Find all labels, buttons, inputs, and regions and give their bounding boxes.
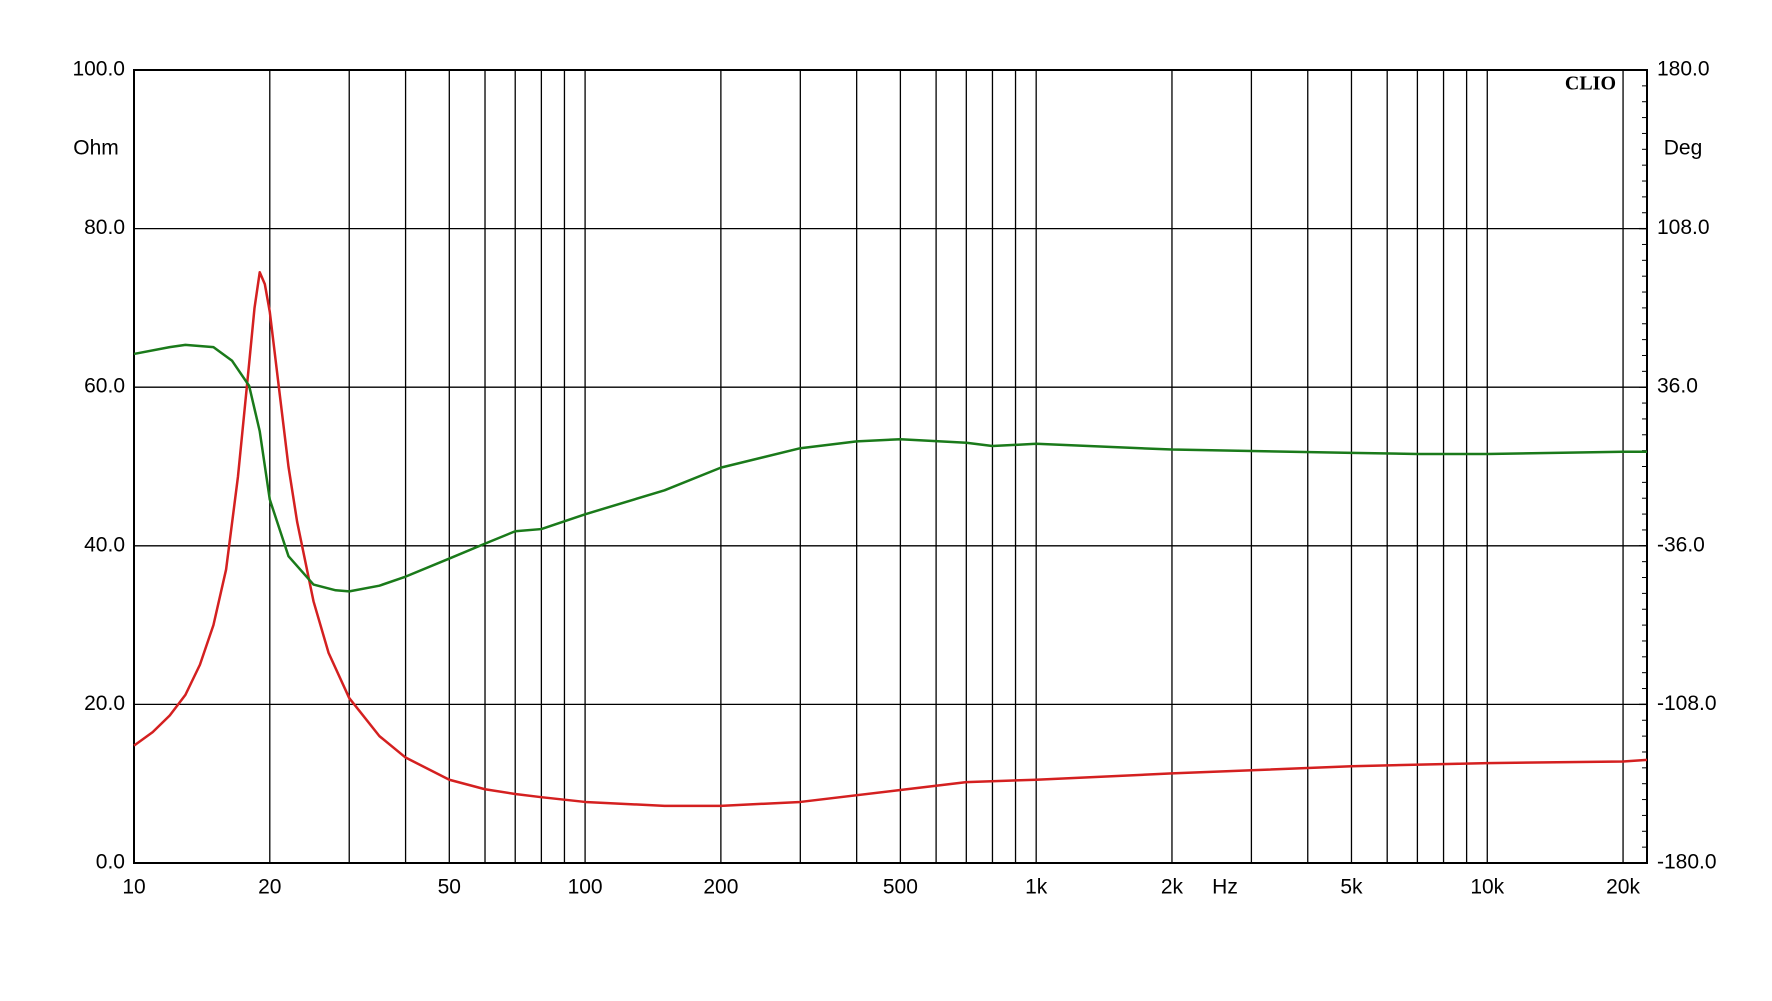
x-tick-label: 20k [1606, 876, 1640, 899]
y-tick-label: 20.0 [84, 692, 125, 715]
y-tick-label: 60.0 [84, 375, 125, 398]
y-tick-label: 0.0 [96, 851, 125, 874]
x-tick-label: 500 [883, 876, 918, 899]
x-tick-label: 5k [1340, 876, 1363, 899]
y2-tick-label: -108.0 [1657, 692, 1717, 715]
x-tick-label: 10k [1470, 876, 1504, 899]
series-line [133, 343, 1647, 593]
y-tick-label: 80.0 [84, 216, 125, 239]
brand-label: CLIO [1565, 73, 1616, 95]
x-tick-label: 50 [438, 876, 461, 899]
x-tick-label: 1k [1025, 876, 1048, 899]
y2-axis-label: Deg [1664, 137, 1703, 160]
x-tick-label: 10 [122, 876, 145, 899]
y2-tick-label: 108.0 [1657, 216, 1710, 239]
y2-tick-label: -36.0 [1657, 533, 1705, 556]
y2-tick-label: 180.0 [1657, 58, 1710, 81]
x-axis-label: Hz [1212, 876, 1238, 899]
x-tick-label: 200 [703, 876, 738, 899]
y-axis-label: Ohm [73, 137, 119, 160]
series-line [133, 270, 1648, 808]
y-tick-label: 40.0 [84, 533, 125, 556]
x-tick-label: 100 [568, 876, 603, 899]
y2-tick-label: 36.0 [1657, 375, 1698, 398]
plot-frame [133, 69, 1648, 864]
y2-tick-label: -180.0 [1657, 851, 1717, 874]
y-tick-label: 100.0 [72, 58, 125, 81]
x-tick-label: 2k [1161, 876, 1184, 899]
x-tick-label: 20 [258, 876, 281, 899]
